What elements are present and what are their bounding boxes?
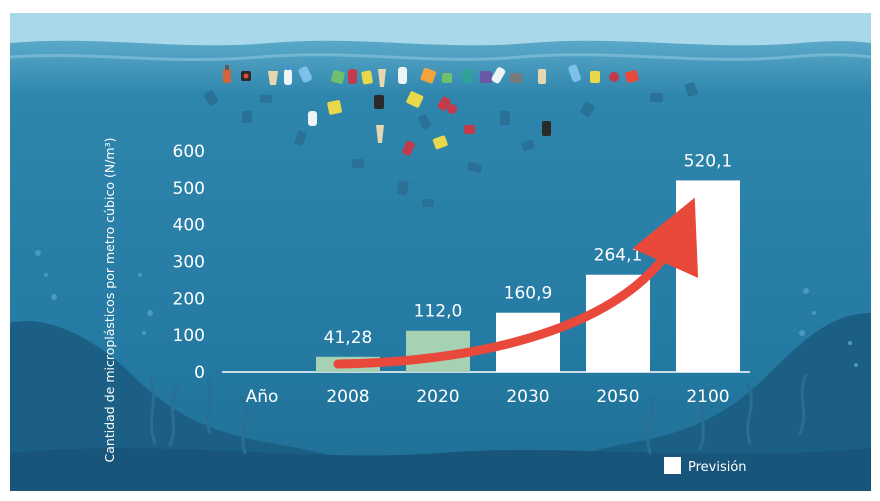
y-tick-label: 100 — [173, 326, 205, 346]
data-label: 264,1 — [594, 246, 643, 266]
seabed-right — [510, 313, 871, 491]
chart-scene: 0 100 200 300 400 500 600 Cantidad de microplás… — [10, 13, 871, 491]
bottle-icon — [491, 67, 506, 84]
bar — [676, 180, 740, 372]
bottle-icon — [361, 70, 373, 85]
y-tick-label: 400 — [173, 216, 205, 236]
bottle-icon — [298, 66, 312, 83]
bottle-icon — [284, 65, 292, 85]
bottle-icon — [308, 111, 317, 126]
bottle-icon — [374, 95, 384, 109]
bottle-icon — [480, 71, 492, 83]
bottle-icon — [223, 65, 231, 83]
bottle-icon — [432, 135, 448, 150]
bottle-icon — [609, 72, 619, 82]
bottle-icon — [510, 73, 522, 83]
chart-svg: 0 100 200 300 400 500 600 Cantidad de microplás… — [10, 13, 871, 491]
bottle-icon — [462, 69, 472, 83]
y-axis-label: Cantidad de microplásticos por metro cúb… — [102, 138, 117, 463]
bottle-icon — [420, 67, 437, 84]
bottle-icon — [402, 140, 415, 156]
bubbles-left — [35, 250, 153, 335]
bottle-icon — [268, 71, 278, 85]
bottle-icon — [398, 67, 407, 84]
bottle-icon — [327, 100, 342, 115]
data-label: 112,0 — [414, 302, 463, 322]
x-tick-label: 2030 — [506, 387, 549, 407]
seabed-floor — [10, 448, 871, 491]
seaweed-right — [646, 373, 808, 455]
bottle-icon — [348, 69, 357, 84]
bottle-icon — [447, 104, 457, 114]
x-tick-label: 2100 — [686, 387, 729, 407]
trend-arrow — [333, 197, 699, 369]
bottle-icon — [590, 71, 600, 83]
data-label: 520,1 — [684, 151, 733, 171]
bottle-icon — [437, 96, 451, 111]
seaweed-left — [148, 376, 248, 455]
chart-layer: 0 100 200 300 400 500 600 Cantidad de microplás… — [102, 138, 750, 475]
bottle-icon — [442, 73, 452, 83]
bottle-icon — [625, 70, 639, 83]
y-tick-label: 200 — [173, 289, 205, 309]
x-tick-label: 2020 — [416, 387, 459, 407]
bottle-icon — [464, 125, 475, 134]
bottle-icon — [542, 121, 551, 136]
y-tick-label: 0 — [194, 363, 205, 383]
bottle-icon — [568, 64, 581, 82]
bottle-icon — [241, 71, 251, 81]
bottle-icon — [331, 70, 345, 84]
bottle-icon — [406, 91, 424, 108]
bubbles-right — [799, 288, 858, 367]
legend-swatch — [664, 457, 681, 474]
legend-label: Previsión — [688, 460, 747, 475]
y-tick-label: 500 — [173, 179, 205, 199]
debris-silhouettes — [203, 82, 698, 207]
bar — [586, 274, 650, 372]
x-tick-label: 2008 — [326, 387, 369, 407]
data-label: 41,28 — [324, 328, 373, 348]
plastic-debris — [203, 64, 698, 207]
bottle-icon — [538, 69, 546, 84]
y-tick-label: 600 — [173, 142, 205, 162]
water-surface — [10, 40, 871, 491]
x-axis-label: Año — [246, 387, 279, 407]
surface-wave — [10, 53, 871, 62]
y-tick-label: 300 — [173, 253, 205, 273]
x-tick-label: 2050 — [596, 387, 639, 407]
bottle-icon — [378, 69, 386, 87]
bottle-icon — [376, 125, 384, 143]
data-label: 160,9 — [504, 284, 553, 304]
